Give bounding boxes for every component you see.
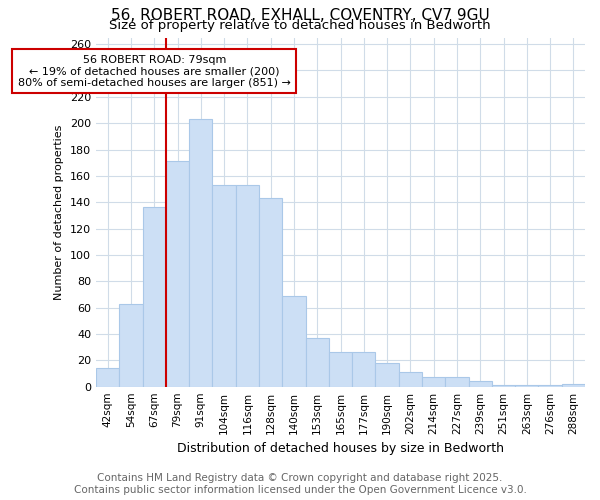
Bar: [189, 119, 212, 386]
Bar: [329, 352, 352, 386]
Bar: [212, 185, 236, 386]
Y-axis label: Number of detached properties: Number of detached properties: [55, 124, 64, 300]
Text: Contains HM Land Registry data © Crown copyright and database right 2025.
Contai: Contains HM Land Registry data © Crown c…: [74, 474, 526, 495]
Bar: [562, 384, 585, 386]
Bar: [166, 162, 189, 386]
Text: 56, ROBERT ROAD, EXHALL, COVENTRY, CV7 9GU: 56, ROBERT ROAD, EXHALL, COVENTRY, CV7 9…: [110, 8, 490, 22]
Bar: [376, 363, 399, 386]
Bar: [422, 378, 445, 386]
Bar: [283, 296, 305, 386]
X-axis label: Distribution of detached houses by size in Bedworth: Distribution of detached houses by size …: [177, 442, 504, 455]
Text: 56 ROBERT ROAD: 79sqm
← 19% of detached houses are smaller (200)
80% of semi-det: 56 ROBERT ROAD: 79sqm ← 19% of detached …: [18, 54, 291, 88]
Bar: [445, 378, 469, 386]
Bar: [119, 304, 143, 386]
Bar: [469, 382, 492, 386]
Bar: [305, 338, 329, 386]
Bar: [96, 368, 119, 386]
Bar: [399, 372, 422, 386]
Text: Size of property relative to detached houses in Bedworth: Size of property relative to detached ho…: [109, 19, 491, 32]
Bar: [143, 208, 166, 386]
Bar: [259, 198, 283, 386]
Bar: [236, 185, 259, 386]
Bar: [352, 352, 376, 386]
